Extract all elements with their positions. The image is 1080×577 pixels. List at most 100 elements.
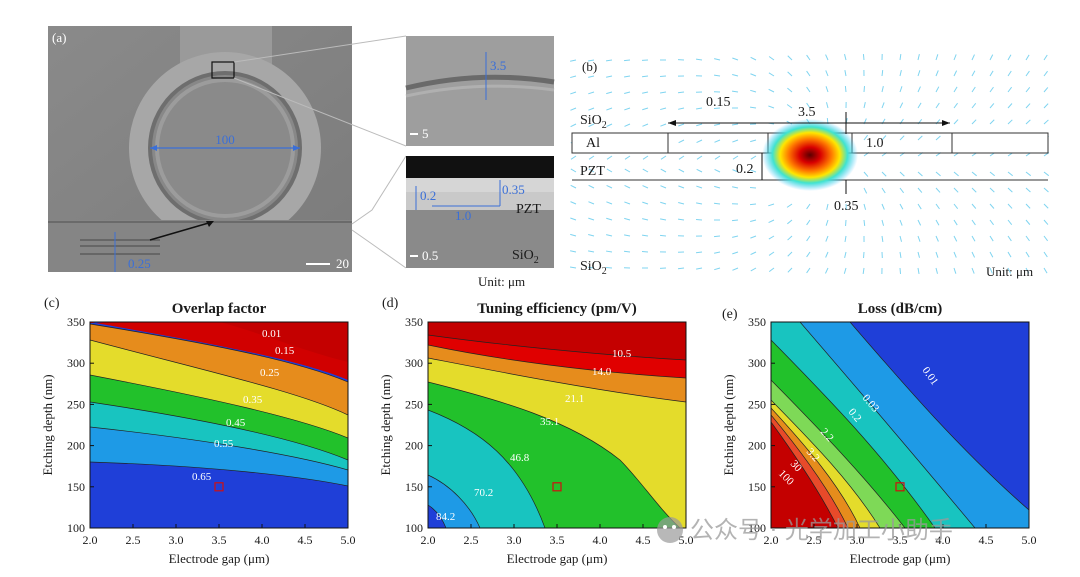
field-arrow [695, 58, 703, 61]
field-arrow [713, 107, 721, 110]
x-tick-label: 5.0 [679, 533, 694, 547]
waveguide-width-label: 0.25 [128, 256, 151, 271]
field-arrow [605, 250, 613, 253]
field-arrow [768, 203, 775, 207]
field-arrow [989, 219, 994, 226]
field-arrow [588, 217, 595, 221]
field-arrow [570, 123, 577, 128]
y-tick-label: 100 [405, 521, 423, 535]
field-arrow [806, 203, 811, 210]
field-arrow [605, 59, 613, 62]
field-arrow [696, 123, 703, 127]
wechat-icon [657, 517, 683, 543]
ring-diameter-label: 100 [215, 132, 235, 147]
pzt-layer-label: PZT [580, 164, 605, 179]
field-arrow [935, 70, 939, 77]
sio2-bottom-label: SiO2 [580, 259, 607, 277]
design-point-marker [895, 482, 905, 492]
field-arrow [787, 235, 793, 241]
field-arrow [570, 184, 577, 189]
field-arrow [1025, 70, 1030, 77]
field-arrow [806, 102, 811, 109]
field-arrow [696, 168, 703, 173]
field-arrow [606, 217, 613, 221]
field-arrow [971, 102, 977, 109]
field-arrow [696, 185, 703, 189]
field-arrow [917, 70, 921, 77]
field-arrow [917, 267, 920, 274]
field-arrow [588, 59, 595, 62]
y-tick-label: 200 [405, 439, 423, 453]
field-arrow [570, 250, 577, 253]
field-arrow [844, 235, 847, 242]
contour-label: 0.35 [243, 394, 263, 406]
field-arrow [899, 203, 904, 210]
field-arrow [863, 219, 866, 227]
field-arrow [806, 235, 811, 242]
field-arrow [935, 171, 941, 177]
panel-b-label: (b) [582, 59, 597, 74]
field-arrow [750, 267, 757, 272]
field-arrow [899, 219, 903, 226]
field-arrow [881, 219, 885, 226]
field-arrow [917, 102, 922, 109]
field-arrow [588, 91, 595, 95]
field-arrow [750, 56, 757, 61]
field-arrow [678, 202, 685, 205]
svg-text:(e): (e) [722, 307, 738, 322]
field-arrow [787, 55, 793, 61]
field-arrow [623, 250, 631, 253]
field-arrow [899, 235, 903, 242]
field-arrow [678, 107, 685, 110]
field-arrow [569, 266, 577, 269]
field-arrow [863, 85, 866, 93]
y-tick-label: 350 [405, 315, 423, 329]
field-arrow [623, 59, 631, 62]
field-arrow [1007, 235, 1012, 242]
x-tick-label: 4.0 [936, 533, 951, 547]
x-axis-label: Electrode gap (μm) [169, 551, 270, 566]
field-arrow [678, 185, 685, 189]
dim-0-2: 0.2 [736, 162, 754, 177]
field-arrow [714, 139, 721, 143]
contour-fill [771, 322, 1029, 528]
field-arrow [678, 123, 685, 127]
zoom-box [211, 61, 235, 79]
field-arrow [1025, 87, 1031, 93]
field-arrow [787, 251, 793, 257]
field-arrow [1025, 54, 1030, 61]
svg-text:(c): (c) [44, 296, 60, 311]
chart-title: Overlap factor [172, 301, 267, 317]
field-arrow [713, 202, 721, 205]
field-arrow [786, 104, 793, 109]
field-arrow [989, 235, 994, 242]
field-arrow [881, 69, 884, 77]
field-arrow [935, 54, 939, 61]
field-arrow [660, 107, 667, 111]
field-arrow [971, 219, 976, 226]
field-arrow [1043, 235, 1049, 242]
field-arrow [1043, 219, 1049, 225]
field-arrow [641, 234, 649, 237]
field-arrow [881, 235, 884, 243]
field-arrow [732, 235, 739, 238]
field-arrow [660, 168, 667, 173]
field-arrow [732, 155, 739, 160]
field-arrow [899, 86, 903, 93]
field-arrow [588, 155, 595, 160]
field-arrow [624, 107, 631, 111]
field-arrow [660, 91, 667, 94]
y-tick-label: 250 [748, 397, 766, 411]
field-arrow [660, 123, 667, 127]
field-arrow [588, 201, 595, 205]
chart-title: Loss (dB/cm) [858, 301, 943, 317]
field-arrow [881, 102, 885, 109]
field-arrow [624, 234, 631, 237]
field-arrow [714, 185, 721, 189]
contour-fill [90, 322, 348, 528]
field-arrow [935, 187, 941, 193]
field-arrow [1007, 70, 1012, 77]
field-arrow [1025, 251, 1030, 258]
field-arrow [989, 54, 994, 61]
y-tick-label: 350 [748, 315, 766, 329]
